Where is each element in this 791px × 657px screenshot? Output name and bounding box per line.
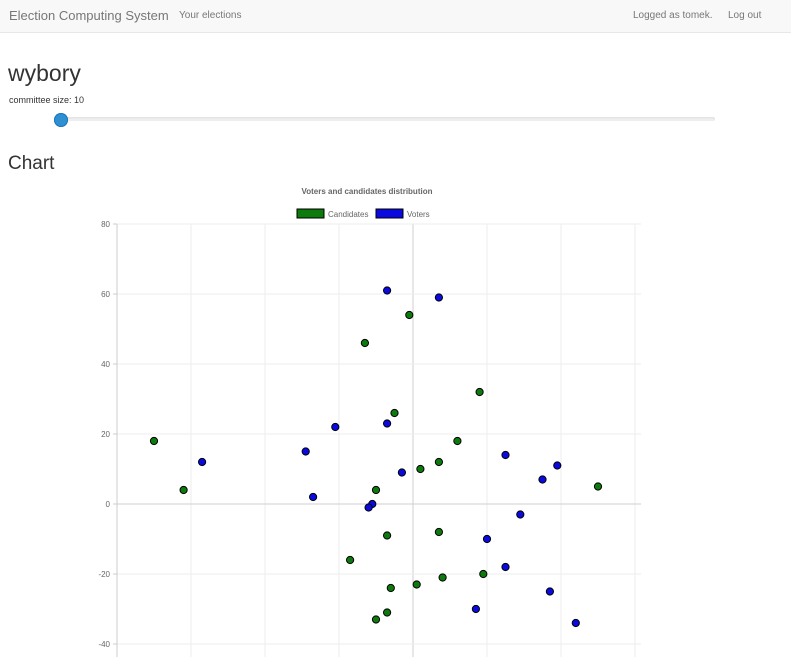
committee-size-slider-track[interactable] — [61, 117, 715, 121]
candidate-point[interactable] — [390, 408, 399, 418]
candidate-point[interactable] — [383, 608, 392, 617]
candidate-point[interactable] — [412, 580, 421, 589]
election-title: wybory — [8, 60, 81, 86]
voter-point[interactable] — [364, 503, 373, 512]
candidate-point[interactable] — [386, 583, 395, 593]
your-elections-link[interactable]: Your elections — [179, 10, 242, 21]
logout-link[interactable]: Log out — [728, 10, 762, 21]
candidate-point[interactable] — [453, 436, 462, 446]
candidate-point[interactable] — [346, 555, 355, 565]
candidate-point[interactable] — [434, 457, 443, 467]
candidate-point[interactable] — [179, 485, 188, 495]
candidate-point[interactable] — [371, 615, 381, 624]
voter-point[interactable] — [198, 457, 207, 467]
chart-grid — [116, 223, 641, 657]
candidate-point[interactable] — [475, 387, 484, 397]
voter-point[interactable] — [383, 286, 392, 295]
legend-voters-swatch — [375, 208, 404, 219]
logged-as-text: Logged as tomek. — [633, 10, 713, 21]
candidate-point[interactable] — [434, 527, 443, 537]
chart-legend: Candidates Voters — [296, 208, 430, 219]
y-tick-label: -20 — [98, 570, 110, 579]
legend-candidates-swatch — [296, 208, 325, 219]
voter-point[interactable] — [397, 468, 406, 477]
voter-point[interactable] — [545, 587, 555, 596]
voter-point[interactable] — [516, 510, 525, 519]
committee-size-slider-handle[interactable] — [54, 113, 68, 127]
candidate-point[interactable] — [479, 569, 488, 579]
y-tick-label: 40 — [101, 360, 110, 369]
voter-point[interactable] — [309, 492, 318, 502]
navbar: Election Computing System Your elections… — [0, 0, 791, 33]
chart-section-title: Chart — [8, 153, 55, 174]
committee-size-label: committee size: 10 — [9, 95, 85, 105]
candidate-point[interactable] — [149, 436, 159, 446]
voter-point[interactable] — [383, 419, 392, 428]
candidate-point[interactable] — [405, 310, 414, 320]
voter-point[interactable] — [501, 450, 510, 460]
scatter-chart: Voters and candidates distribution Candi… — [98, 187, 641, 657]
candidate-point[interactable] — [593, 482, 603, 491]
y-tick-label: 80 — [101, 220, 110, 229]
candidate-point[interactable] — [438, 573, 447, 582]
voter-point[interactable] — [434, 293, 443, 302]
voter-point[interactable] — [301, 447, 310, 456]
y-tick-label: 60 — [101, 290, 110, 299]
candidate-point[interactable] — [360, 338, 369, 348]
candidate-point[interactable] — [371, 485, 381, 495]
voter-point[interactable] — [501, 562, 510, 572]
brand-link[interactable]: Election Computing System — [9, 8, 169, 23]
candidate-point[interactable] — [416, 464, 425, 474]
chart-points — [149, 286, 603, 628]
y-tick-label: 0 — [106, 500, 111, 509]
voter-point[interactable] — [482, 534, 492, 544]
voter-point[interactable] — [331, 422, 340, 432]
voter-point[interactable] — [538, 475, 547, 484]
legend-voters-label: Voters — [407, 210, 430, 219]
y-axis: 80 60 40 20 0 -20 -40 — [98, 220, 118, 657]
candidate-point[interactable] — [383, 531, 392, 540]
voter-point[interactable] — [471, 604, 480, 614]
chart-title: Voters and candidates distribution — [302, 187, 433, 196]
legend-candidates-label: Candidates — [328, 210, 368, 219]
voter-point[interactable] — [553, 461, 562, 470]
y-tick-label: -40 — [98, 640, 110, 649]
y-tick-label: 20 — [101, 430, 110, 439]
voter-point[interactable] — [571, 618, 580, 628]
